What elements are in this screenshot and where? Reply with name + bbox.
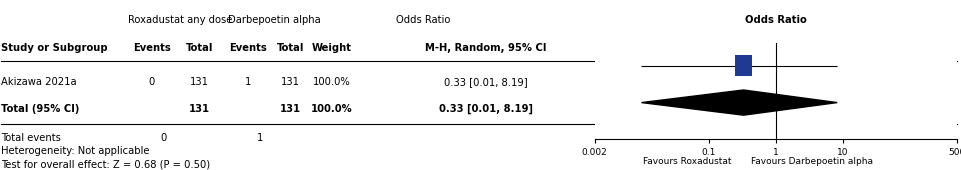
Text: Favours Roxadustat: Favours Roxadustat [642,157,730,166]
Text: 0: 0 [160,133,166,143]
Text: 1: 1 [245,77,251,87]
Text: Roxadustat any dose: Roxadustat any dose [128,15,233,25]
Text: 131: 131 [281,77,300,87]
Text: Darbepoetin alpha: Darbepoetin alpha [228,15,320,25]
Text: 1: 1 [257,133,262,143]
Text: Akizawa 2021a: Akizawa 2021a [1,77,77,87]
Polygon shape [641,90,836,115]
Text: 0.33 [0.01, 8.19]: 0.33 [0.01, 8.19] [438,104,532,114]
Text: Odds Ratio: Odds Ratio [396,15,450,25]
Text: Total: Total [185,43,212,53]
Text: 131: 131 [280,104,301,114]
Text: M-H, Random, 95% CI: M-H, Random, 95% CI [425,43,546,53]
Text: Total events: Total events [1,133,61,143]
Text: M-H, Random, 95% CI: M-H, Random, 95% CI [714,43,836,53]
Text: Total: Total [277,43,304,53]
Text: 100.0%: 100.0% [310,104,353,114]
Text: Events: Events [229,43,267,53]
Text: Study or Subgroup: Study or Subgroup [1,43,108,53]
Bar [734,55,751,76]
Text: Favours Darbepoetin alpha: Favours Darbepoetin alpha [751,157,873,166]
Text: 0: 0 [149,77,155,87]
Text: Weight: Weight [311,43,352,53]
Text: 100.0%: 100.0% [312,77,351,87]
Text: Total (95% CI): Total (95% CI) [1,104,79,114]
Text: Heterogeneity: Not applicable: Heterogeneity: Not applicable [1,146,149,156]
Text: Test for overall effect: Z = 0.68 (P = 0.50): Test for overall effect: Z = 0.68 (P = 0… [1,160,209,170]
Text: 131: 131 [188,104,209,114]
Text: Events: Events [133,43,171,53]
Text: 0.33 [0.01, 8.19]: 0.33 [0.01, 8.19] [444,77,527,87]
Text: Odds Ratio: Odds Ratio [744,15,806,25]
Text: 131: 131 [189,77,209,87]
